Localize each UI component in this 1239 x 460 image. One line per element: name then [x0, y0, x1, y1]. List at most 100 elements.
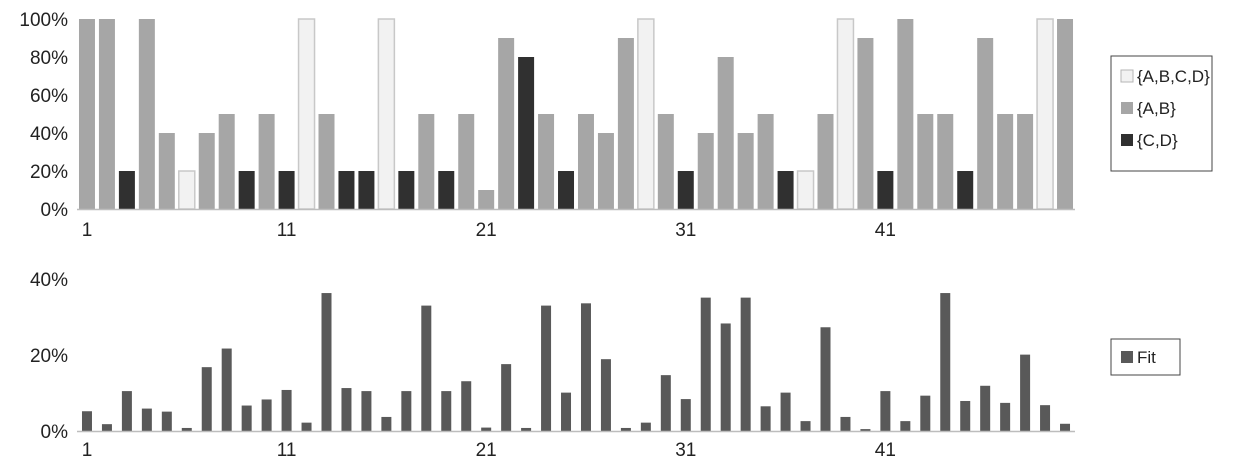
top-legend-label: {C,D} [1137, 131, 1178, 150]
top-bar [737, 133, 754, 209]
top-bar [937, 114, 954, 209]
bottom-bar [301, 422, 312, 431]
bottom-bar [501, 364, 512, 431]
top-x-tick-label: 11 [277, 220, 297, 241]
top-bar [697, 133, 714, 209]
top-bar [338, 171, 355, 209]
top-bar [418, 114, 435, 209]
bottom-bar [281, 389, 292, 431]
top-bar [777, 171, 794, 209]
bottom-x-tick-label: 31 [675, 440, 696, 460]
bottom-y-tick-label: 0% [41, 422, 69, 443]
top-x-tick-label: 21 [476, 220, 497, 241]
bottom-bar [600, 359, 611, 431]
top-bar [458, 114, 475, 209]
bottom-bar [421, 305, 432, 431]
bottom-bar [920, 395, 931, 431]
bottom-bar [101, 424, 112, 431]
top-bar [637, 18, 655, 210]
top-chart-legend: {A,B,C,D} {A,B} {C,D} [1110, 55, 1213, 172]
bottom-bar [980, 385, 991, 431]
bottom-chart-legend: Fit [1110, 338, 1181, 376]
bottom-bar [561, 392, 572, 431]
top-bar [258, 114, 275, 209]
bottom-bar [161, 411, 172, 431]
top-bar [577, 114, 594, 209]
bottom-bar [1000, 402, 1011, 431]
top-bar [717, 57, 734, 209]
bottom-bar [461, 381, 472, 431]
top-legend-swatch [1120, 69, 1134, 83]
top-bar [796, 170, 815, 210]
top-bar [278, 171, 295, 209]
top-bar [917, 114, 934, 209]
bottom-bar [381, 416, 392, 431]
top-bar [498, 38, 515, 209]
bottom-bar [940, 293, 951, 431]
bottom-bar [700, 297, 711, 431]
top-bar [877, 171, 894, 209]
bottom-bar [620, 427, 631, 431]
top-bar [358, 171, 375, 209]
bottom-bar [321, 293, 332, 431]
top-bar [297, 18, 316, 210]
bottom-bar [541, 305, 552, 431]
top-bar [198, 133, 215, 209]
bottom-bar [241, 405, 252, 431]
top-bar [1036, 18, 1054, 210]
top-bar [897, 19, 914, 209]
top-bar [857, 38, 874, 209]
bottom-bar [1020, 354, 1031, 431]
top-bar [757, 114, 774, 209]
bottom-legend-label: Fit [1137, 348, 1156, 367]
top-bar [538, 114, 555, 209]
bottom-bar [660, 375, 671, 431]
bottom-bar [880, 391, 891, 431]
bottom-bar [341, 388, 352, 431]
top-y-tick-label: 80% [30, 48, 68, 69]
top-bar [657, 114, 674, 209]
bottom-bar [81, 411, 92, 431]
top-bar [318, 114, 335, 209]
top-y-tick-label: 60% [30, 86, 68, 107]
top-bar [1017, 114, 1034, 209]
top-legend-swatch [1121, 102, 1133, 114]
top-chart-x-axis: 1 11 21 31 41 [77, 208, 1075, 241]
top-chart-y-axis: 0% 20% 40% 60% 80% 100% [19, 10, 68, 221]
top-x-tick-label: 41 [875, 220, 896, 241]
bottom-x-tick-label: 1 [82, 440, 93, 460]
top-legend-swatch [1121, 134, 1133, 146]
top-bar [518, 57, 535, 209]
top-bar [138, 19, 155, 209]
bottom-y-tick-label: 20% [30, 346, 68, 367]
bottom-bar [181, 427, 192, 431]
bottom-bar [740, 297, 751, 431]
top-y-tick-label: 0% [41, 200, 69, 221]
bottom-bar [141, 408, 152, 431]
top-legend-label: {A,B} [1137, 99, 1176, 118]
bottom-bar [521, 427, 532, 431]
bottom-chart-bars [81, 293, 1071, 431]
bottom-bar [860, 429, 871, 431]
top-chart-bars [78, 18, 1074, 210]
top-chart: 0%20%40%60%80%100% 1 11 21 31 41 {A,B,C,D}{A… [19, 10, 1213, 241]
top-bar [558, 171, 575, 209]
top-bar [1057, 19, 1074, 209]
bottom-bar [720, 323, 731, 431]
top-bar [238, 171, 255, 209]
bottom-bar [1060, 423, 1071, 431]
bottom-bar [580, 303, 591, 431]
bottom-chart: 0%20%40% 1 11 21 31 41 Fit [30, 270, 1181, 460]
bottom-bar [760, 406, 771, 431]
top-x-tick-label: 31 [675, 220, 696, 241]
bottom-chart-x-axis: 1 11 21 31 41 [77, 430, 1075, 460]
top-bar [817, 114, 834, 209]
bottom-bar [481, 427, 492, 431]
top-y-tick-label: 100% [19, 10, 68, 31]
top-bar [617, 38, 634, 209]
top-bar [597, 133, 614, 209]
bottom-bar [441, 391, 452, 431]
top-bar [118, 171, 135, 209]
top-y-tick-label: 20% [30, 162, 68, 183]
